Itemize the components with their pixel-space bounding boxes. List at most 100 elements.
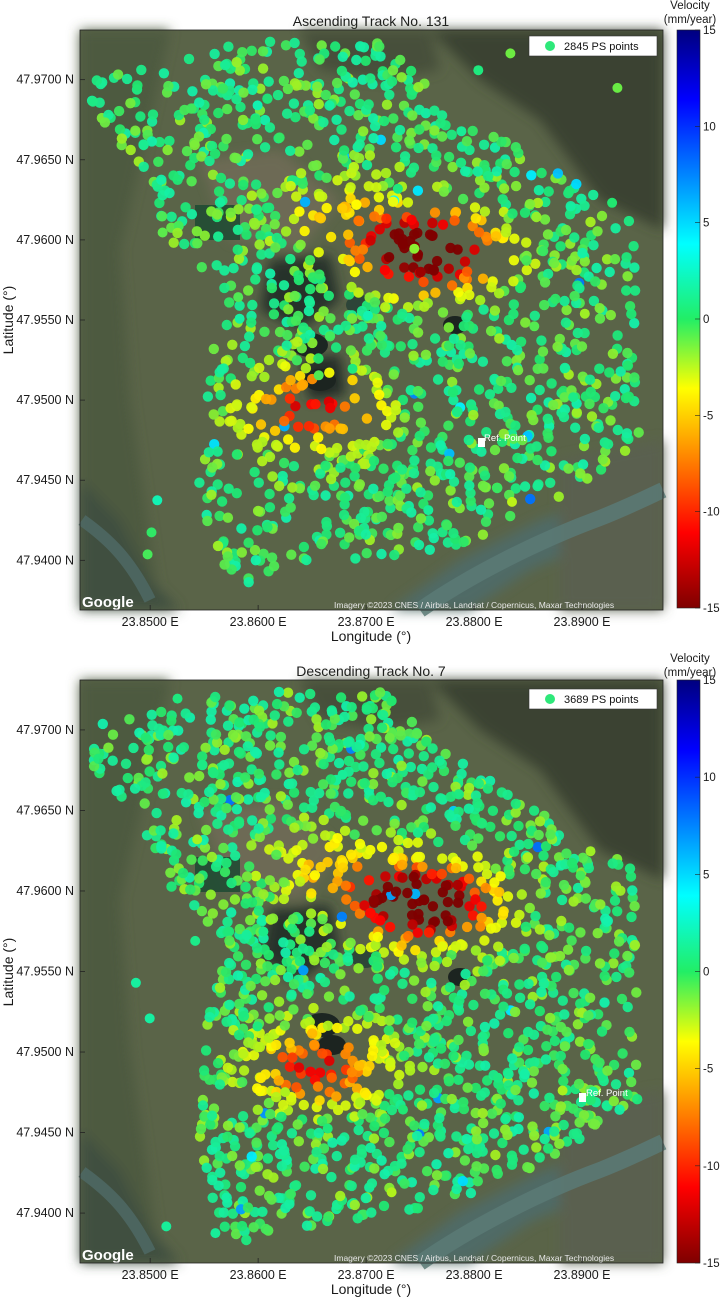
- ps-point: [313, 353, 324, 364]
- ps-point: [318, 759, 329, 770]
- ps-point: [498, 1001, 509, 1012]
- ps-point: [178, 742, 189, 753]
- ps-point: [344, 991, 355, 1002]
- ps-point: [372, 931, 383, 943]
- ps-point: [414, 851, 426, 863]
- ps-point: [184, 772, 195, 783]
- ps-point: [261, 202, 273, 214]
- ps-point: [360, 529, 371, 540]
- ps-point: [629, 372, 640, 383]
- ps-point: [343, 229, 354, 240]
- ps-point: [237, 47, 248, 58]
- ps-point: [531, 211, 542, 223]
- ps-point: [168, 828, 179, 839]
- ps-point: [189, 139, 200, 151]
- ps-point: [194, 97, 205, 108]
- ps-point: [592, 226, 603, 237]
- ps-point: [187, 86, 198, 97]
- ps-point: [299, 196, 311, 208]
- ps-point: [448, 333, 460, 344]
- ps-point: [361, 159, 373, 171]
- ps-point: [500, 227, 512, 238]
- ps-point: [520, 317, 531, 328]
- ps-point: [235, 101, 246, 113]
- ps-point: [156, 211, 168, 222]
- ps-point: [459, 256, 471, 267]
- ps-point: [410, 945, 421, 956]
- ps-point: [244, 1128, 255, 1139]
- ps-point: [612, 906, 623, 917]
- ps-point: [532, 363, 543, 374]
- legend-box: 2845 PS points: [528, 35, 658, 57]
- colorbar-tick-label: -15: [703, 603, 720, 615]
- ps-point: [580, 953, 591, 964]
- ps-point: [450, 862, 462, 874]
- ps-point: [181, 146, 193, 157]
- ps-point: [477, 1031, 488, 1043]
- ps-point: [420, 349, 432, 360]
- ps-point: [166, 715, 177, 726]
- ps-point: [494, 1009, 506, 1020]
- ps-point: [124, 714, 135, 725]
- ps-point: [402, 197, 414, 208]
- ps-point: [457, 193, 469, 205]
- ps-point: [206, 706, 217, 717]
- ps-point: [324, 447, 335, 458]
- ps-point: [519, 864, 531, 875]
- ps-point: [316, 443, 327, 455]
- ps-point: [209, 745, 220, 756]
- ps-point: [172, 693, 183, 704]
- ps-point: [399, 967, 410, 978]
- ps-point: [318, 117, 329, 128]
- ps-point: [386, 695, 397, 707]
- ps-point: [482, 783, 494, 794]
- ps-point: [252, 525, 263, 536]
- ps-point: [396, 760, 407, 771]
- ps-point: [326, 1072, 337, 1083]
- ps-point: [586, 411, 598, 422]
- ps-point: [228, 263, 239, 274]
- ps-point: [304, 105, 316, 116]
- ps-point: [309, 1039, 320, 1051]
- ps-point: [575, 927, 586, 938]
- ps-point: [563, 463, 574, 474]
- ps-point: [201, 1162, 212, 1174]
- ps-point: [463, 434, 474, 446]
- ps-point: [521, 255, 532, 266]
- ps-point: [269, 974, 281, 986]
- ps-point: [554, 333, 565, 345]
- ps-point: [599, 997, 610, 1008]
- ps-point: [450, 941, 461, 952]
- ps-point: [265, 268, 276, 279]
- ps-point: [539, 1133, 550, 1145]
- ps-point: [432, 374, 444, 385]
- ps-point: [307, 1028, 318, 1039]
- ps-point: [286, 1095, 297, 1106]
- ps-point: [502, 891, 514, 902]
- ps-point: [628, 241, 639, 252]
- ps-point: [530, 258, 541, 269]
- ps-point: [368, 1045, 379, 1056]
- ps-point: [538, 850, 549, 861]
- ps-point: [210, 1228, 221, 1239]
- ps-point: [112, 69, 124, 80]
- ps-point: [580, 945, 592, 957]
- colorbar-tick-label: -15: [703, 1258, 720, 1270]
- ps-point: [346, 776, 357, 787]
- ps-point: [353, 287, 364, 298]
- ps-point: [468, 999, 479, 1011]
- ps-point: [570, 422, 581, 433]
- ps-point: [609, 895, 621, 906]
- ps-point: [521, 264, 532, 276]
- ps-point: [496, 136, 507, 147]
- ps-point: [302, 139, 313, 150]
- ps-point: [440, 748, 451, 760]
- ps-point: [416, 1100, 428, 1111]
- ps-point: [365, 907, 376, 919]
- ps-point: [139, 798, 150, 809]
- ps-point: [143, 744, 154, 756]
- ps-point: [498, 906, 509, 917]
- ps-point: [296, 380, 307, 391]
- ps-point: [539, 1100, 550, 1112]
